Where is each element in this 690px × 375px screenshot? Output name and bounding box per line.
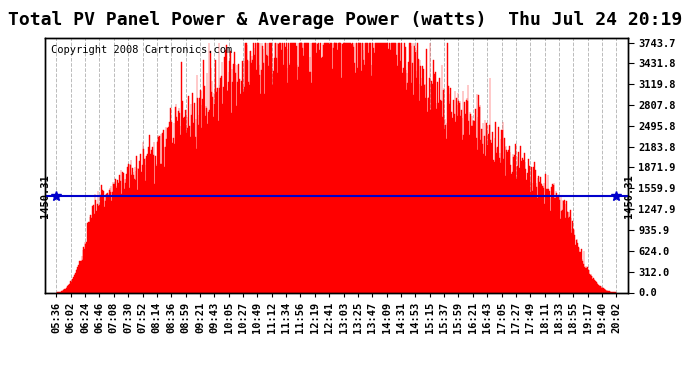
Text: 1450.31: 1450.31 bbox=[624, 174, 634, 217]
Text: Copyright 2008 Cartronics.com: Copyright 2008 Cartronics.com bbox=[50, 45, 232, 55]
Text: 1450.31: 1450.31 bbox=[40, 174, 50, 217]
Text: Total PV Panel Power & Average Power (watts)  Thu Jul 24 20:19: Total PV Panel Power & Average Power (wa… bbox=[8, 11, 682, 29]
